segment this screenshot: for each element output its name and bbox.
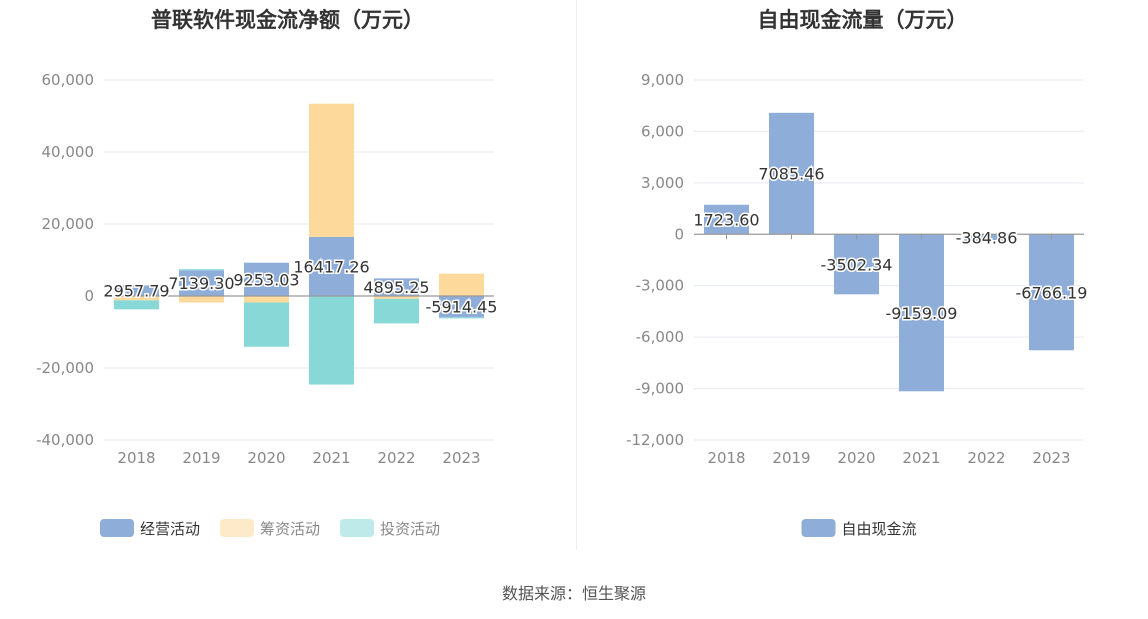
y-tick-label: -6,000 (636, 328, 684, 346)
legend-swatch (220, 519, 254, 537)
data-label: -6766.19 (1016, 283, 1088, 302)
data-label: -9159.09 (886, 304, 958, 323)
data-label: 7085.46 (758, 165, 824, 184)
data-label: -384.86 (956, 229, 1018, 248)
y-tick-label: 0 (674, 225, 684, 243)
panel-divider (576, 0, 577, 550)
bar-投资活动 (374, 298, 419, 324)
x-tick-label: 2018 (117, 449, 155, 467)
x-tick-label: 2023 (1032, 449, 1070, 467)
x-tick-label: 2020 (247, 449, 285, 467)
bar-经营活动 (309, 236, 354, 296)
bar-经营活动 (244, 262, 289, 296)
bar-经营活动 (179, 270, 224, 296)
chart-title: 普联软件现金流净额（万元） (151, 8, 424, 32)
y-tick-label: -12,000 (626, 431, 684, 449)
data-label: -3502.34 (821, 255, 893, 274)
y-tick-label: 3,000 (641, 174, 684, 192)
bar-自由现金流 (899, 234, 944, 392)
bar-筹资活动 (179, 296, 224, 303)
bar-筹资活动 (114, 296, 159, 301)
data-label: 4895.25 (363, 278, 429, 297)
y-tick-label: 40,000 (42, 143, 95, 161)
x-tick-label: 2020 (837, 449, 875, 467)
legend-swatch (801, 519, 836, 537)
x-tick-label: 2021 (902, 449, 940, 467)
x-tick-label: 2019 (772, 449, 810, 467)
data-source-note: 数据来源：恒生聚源 (501, 584, 646, 603)
bar-自由现金流 (834, 234, 879, 295)
legend-swatch (100, 519, 134, 537)
x-tick-label: 2023 (442, 449, 480, 467)
legend-label: 自由现金流 (842, 520, 917, 538)
x-tick-label: 2022 (967, 449, 1005, 467)
cashflow-net-chart: 60,000 40,000 20,000 0 -20,000 -40,000 2018 201… (36, 71, 499, 538)
data-label: 7139.30 (168, 274, 234, 293)
bar-筹资活动 (439, 273, 484, 296)
y-tick-label: -40,000 (36, 431, 94, 449)
y-tick-label: -20,000 (36, 359, 94, 377)
bar-投资活动 (439, 317, 484, 319)
legend-label: 投资活动 (380, 520, 440, 538)
legend-label: 经营活动 (140, 520, 200, 538)
y-tick-label: 9,000 (641, 71, 684, 89)
bar-投资活动 (179, 269, 224, 271)
free-cashflow-chart: 9,000 6,000 3,000 0 -3,000 -6,000 -9,000 -12,00… (626, 71, 1089, 538)
data-label: -5914.45 (426, 298, 498, 317)
bar-筹资活动 (374, 296, 419, 299)
bar-经营活动 (374, 278, 419, 296)
bar-经营活动 (439, 296, 484, 318)
bar-自由现金流 (1029, 234, 1074, 351)
bar-投资活动 (114, 300, 159, 310)
bar-自由现金流 (769, 112, 814, 235)
y-tick-label: 0 (84, 287, 94, 305)
legend-swatch (340, 519, 374, 537)
data-label: 2957.79 (103, 282, 169, 301)
y-tick-label: -9,000 (636, 380, 684, 398)
x-tick-label: 2022 (377, 449, 415, 467)
y-tick-label: 60,000 (42, 71, 95, 89)
bar-自由现金流 (704, 204, 749, 235)
y-tick-label: 6,000 (641, 122, 684, 140)
bar-经营活动 (114, 285, 159, 296)
left-chart-panel: 普联软件现金流净额（万元） 60,000 40,000 20,000 0 -20,000… (0, 0, 575, 560)
chart-title: 自由现金流量（万元） (757, 8, 968, 32)
y-tick-label: -3,000 (636, 277, 684, 295)
data-label: 1723.60 (693, 211, 759, 230)
x-tick-label: 2018 (707, 449, 745, 467)
right-chart-panel: 自由现金流量（万元） 9,000 6,000 3,000 0 -3,000 -6,000 -… (577, 0, 1148, 560)
legend-label: 筹资活动 (260, 520, 320, 538)
bar-投资活动 (244, 302, 289, 347)
y-tick-label: 20,000 (42, 215, 95, 233)
x-tick-label: 2021 (312, 449, 350, 467)
bar-投资活动 (309, 296, 354, 385)
bar-筹资活动 (244, 296, 289, 303)
bar-筹资活动 (309, 103, 354, 237)
data-label: 16417.26 (293, 257, 369, 276)
data-label: 9253.03 (233, 270, 299, 289)
x-tick-label: 2019 (182, 449, 220, 467)
